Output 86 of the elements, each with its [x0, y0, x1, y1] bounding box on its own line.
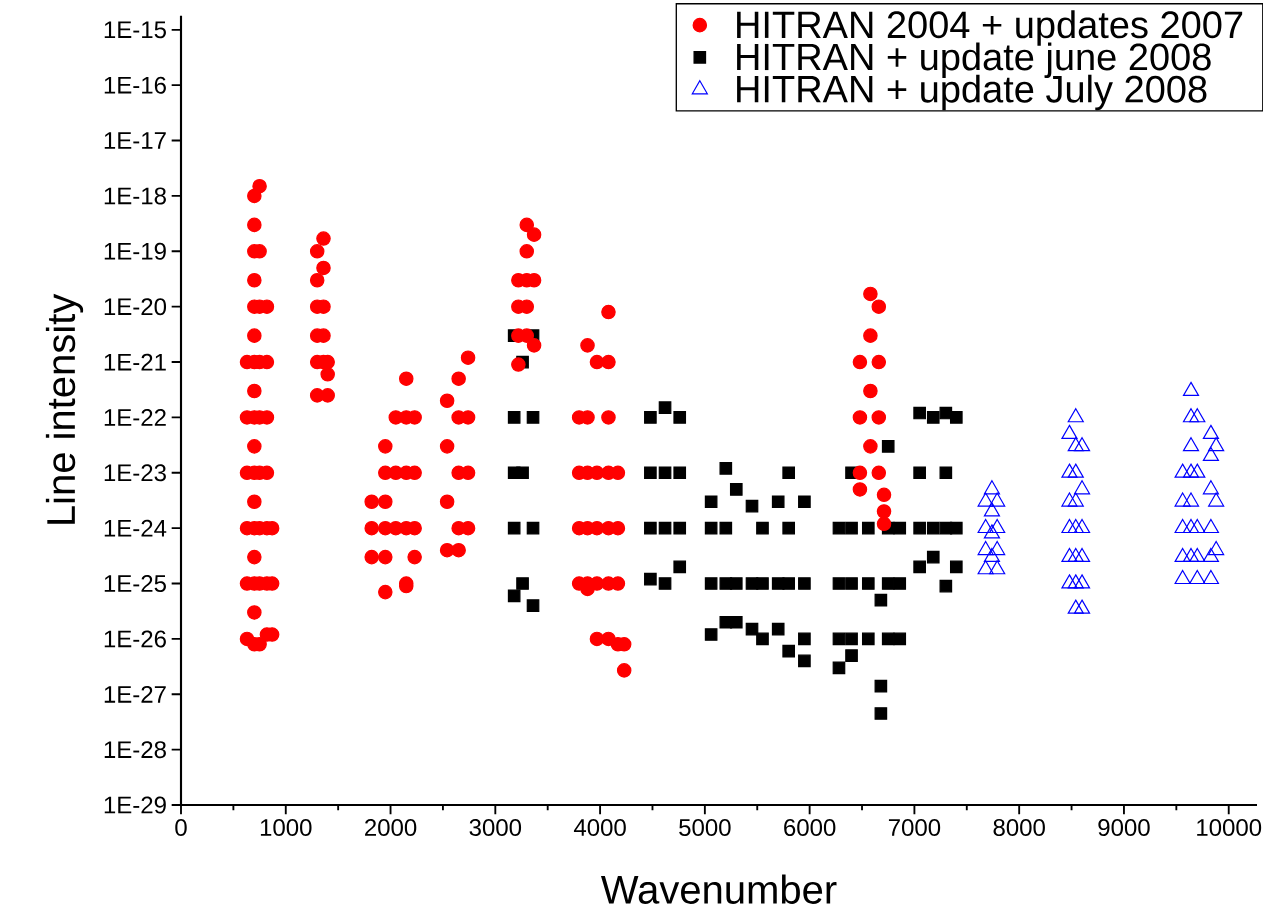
point: [977, 492, 994, 507]
y-tick-label: 1E-24: [104, 519, 167, 537]
point: [977, 540, 994, 556]
point: [1182, 408, 1200, 423]
y-tick-label: 1E-16: [104, 76, 166, 94]
point: [1202, 547, 1220, 563]
point: [1067, 518, 1084, 534]
point: [1202, 518, 1220, 534]
x-tick-label: 4000: [573, 819, 626, 836]
y-tick-label: 1E-18: [104, 187, 166, 205]
y-tick-label: 1E-28: [104, 741, 166, 759]
point: [1182, 381, 1200, 396]
point: [1202, 480, 1220, 495]
point: [1073, 480, 1091, 495]
point: [983, 502, 1001, 517]
point: [1067, 492, 1084, 507]
y-tick-label: 1E-23: [104, 464, 166, 482]
y-tick-label: 1E-27: [104, 685, 166, 703]
point: [989, 492, 1006, 507]
point: [1208, 540, 1225, 556]
point: [1182, 518, 1200, 534]
x-tick-label: 2000: [365, 819, 417, 836]
point: [1202, 569, 1220, 585]
point: [1208, 437, 1225, 452]
y-tick-label: 1E-21: [104, 353, 166, 371]
point: [1061, 463, 1078, 478]
x-tick-label: 5000: [679, 819, 731, 836]
point: [1067, 599, 1084, 614]
point: [1061, 492, 1078, 507]
point: [977, 560, 994, 575]
point: [989, 560, 1006, 575]
point: [1073, 574, 1091, 589]
point: [1067, 574, 1084, 589]
point: [1182, 547, 1200, 563]
point: [989, 518, 1006, 534]
x-tick-label: 0: [175, 819, 187, 836]
point: [1182, 492, 1200, 507]
x-tick-label: 1000: [260, 819, 312, 836]
point: [1061, 518, 1078, 534]
y-tick-label: 1E-25: [104, 575, 166, 593]
y-tick-label: 1E-29: [104, 796, 166, 814]
point: [1189, 518, 1206, 534]
point: [1202, 446, 1220, 462]
point: [1189, 463, 1206, 478]
y-tick-label: 1E-22: [104, 409, 166, 426]
point: [983, 480, 1001, 495]
point: [1189, 547, 1206, 563]
x-tick-label: 8000: [993, 819, 1045, 836]
point: [1208, 492, 1225, 507]
point: [1073, 518, 1091, 534]
point: [983, 547, 1001, 563]
point: [977, 518, 994, 534]
y-tick-label: 1E-26: [104, 630, 166, 648]
point: [1067, 408, 1084, 423]
y-tick-label: 1E-20: [104, 298, 167, 316]
y-axis-title: Line intensity: [45, 293, 84, 524]
point: [1067, 437, 1084, 452]
point: [1174, 569, 1191, 585]
x-axis-title: Wavenumber: [600, 874, 837, 904]
point: [1061, 574, 1078, 589]
x-tick-label: 3000: [469, 819, 522, 836]
point: [1174, 463, 1191, 478]
point: [1067, 547, 1084, 563]
y-tick-label: 1E-19: [104, 242, 166, 260]
point: [1061, 547, 1078, 563]
point: [989, 540, 1006, 556]
point: [1189, 408, 1206, 423]
point: [1067, 463, 1084, 478]
point: [1174, 492, 1191, 507]
point: [1182, 437, 1200, 452]
y-tick-label: 1E-15: [104, 21, 166, 39]
x-tick-label: 9000: [1098, 819, 1150, 836]
x-tick-label: 6000: [784, 819, 836, 836]
point: [1061, 424, 1078, 440]
point: [983, 524, 1001, 539]
point: [1073, 547, 1091, 563]
point: [1073, 599, 1091, 614]
point: [1174, 547, 1191, 563]
point: [1174, 518, 1191, 534]
point: [1182, 463, 1200, 478]
point: [1189, 569, 1206, 585]
x-tick-label: 7000: [888, 819, 941, 836]
point: [1073, 437, 1091, 452]
point: [1202, 424, 1220, 440]
y-tick-label: 1E-17: [104, 132, 166, 149]
x-tick-label: 10000: [1197, 819, 1262, 836]
